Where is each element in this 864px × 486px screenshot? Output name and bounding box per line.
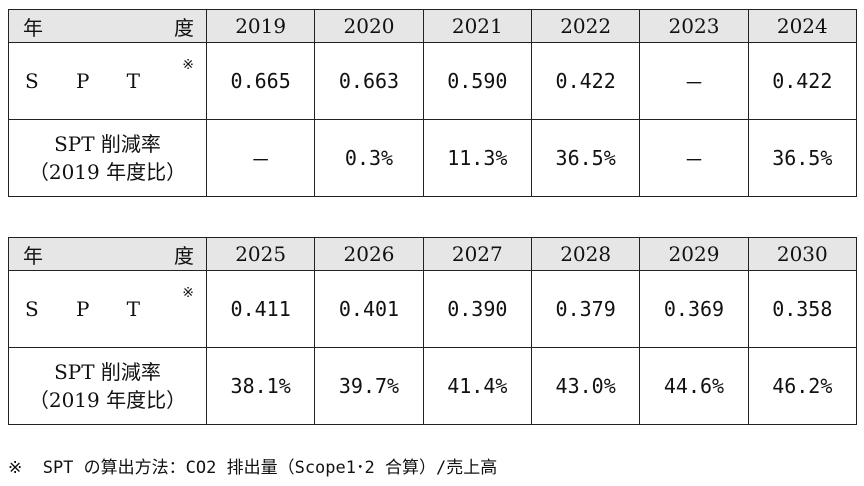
reduction-rate-row: SPT 削減率 （2019 年度比） 38.1% 39.7% 41.4% 43.… [8,347,857,425]
rate-label-line2: （2019 年度比） [28,388,187,412]
year-cell: 2020 [314,9,424,43]
reduction-rate-row: SPT 削減率 （2019 年度比） － 0.3% 11.3% 36.5% － … [8,119,857,197]
year-cell: 2022 [530,9,641,43]
spt-value-cell: 0.369 [639,270,749,348]
year-cell: 2021 [422,9,532,43]
spt-value-cell: 0.401 [314,270,424,348]
rate-value-cell: 11.3% [422,119,532,197]
year-cell: 2028 [530,237,641,271]
year-cell: 2027 [422,237,532,271]
rate-value-cell: － [205,119,316,197]
spt-value-cell: 0.422 [747,42,857,120]
spt-label-s: S [25,297,39,321]
year-label-right: 度 [174,243,194,268]
spt-table-2019-2024: 年 度 2019 2020 2021 2022 2023 2024 S P T … [8,9,857,197]
spt-value-cell: 0.411 [205,270,316,348]
rate-value-cell: 44.6% [639,347,749,425]
rate-value-cell: 39.7% [314,347,424,425]
year-label-left: 年 [23,243,43,268]
year-header-cell: 年 度 [8,237,207,271]
spt-value-cell: － [639,42,749,120]
spt-label-t: T [126,69,140,93]
spt-table-2025-2030: 年 度 2025 2026 2027 2028 2029 2030 S P T … [8,237,857,425]
note-mark: ※ [182,57,194,73]
rate-label-cell: SPT 削減率 （2019 年度比） [8,119,207,197]
year-cell: 2019 [205,9,316,43]
year-label-right: 度 [174,15,194,40]
year-cell: 2024 [747,9,857,43]
note-mark: ※ [182,285,194,301]
spt-value-cell: 0.422 [530,42,641,120]
rate-label-line1: SPT 削減率 [54,360,161,384]
spt-label-p: P [75,297,90,321]
spt-label-cell: S P T ※ [8,270,207,348]
rate-label-cell: SPT 削減率 （2019 年度比） [8,347,207,425]
spt-row: S P T ※ 0.411 0.401 0.390 0.379 0.369 0.… [8,270,857,348]
year-cell: 2026 [314,237,424,271]
year-cell: 2030 [747,237,857,271]
rate-value-cell: 0.3% [314,119,424,197]
year-header-cell: 年 度 [8,9,207,43]
spt-label-s: S [25,69,39,93]
spt-value-cell: 0.663 [314,42,424,120]
rate-value-cell: 46.2% [747,347,857,425]
spt-label-t: T [126,297,140,321]
rate-value-cell: 36.5% [747,119,857,197]
spt-label-cell: S P T ※ [8,42,207,120]
spt-value-cell: 0.379 [530,270,641,348]
table-header-row: 年 度 2025 2026 2027 2028 2029 2030 [8,237,857,271]
year-label-left: 年 [23,15,43,40]
rate-value-cell: 43.0% [530,347,641,425]
spt-value-cell: 0.390 [422,270,532,348]
rate-value-cell: － [639,119,749,197]
spt-value-cell: 0.358 [747,270,857,348]
footnote: ※ SPT の算出方法：CO2 排出量（Scope1･2 合算）/売上高 [8,458,498,478]
rate-label-line1: SPT 削減率 [54,132,161,156]
year-cell: 2025 [205,237,316,271]
year-cell: 2023 [639,9,749,43]
rate-value-cell: 36.5% [530,119,641,197]
spt-row: S P T ※ 0.665 0.663 0.590 0.422 － 0.422 [8,42,857,120]
table-header-row: 年 度 2019 2020 2021 2022 2023 2024 [8,9,857,43]
rate-value-cell: 38.1% [205,347,316,425]
spt-value-cell: 0.590 [422,42,532,120]
rate-label-line2: （2019 年度比） [28,160,187,184]
spt-value-cell: 0.665 [205,42,316,120]
rate-value-cell: 41.4% [422,347,532,425]
spt-label-p: P [75,69,90,93]
year-cell: 2029 [639,237,749,271]
